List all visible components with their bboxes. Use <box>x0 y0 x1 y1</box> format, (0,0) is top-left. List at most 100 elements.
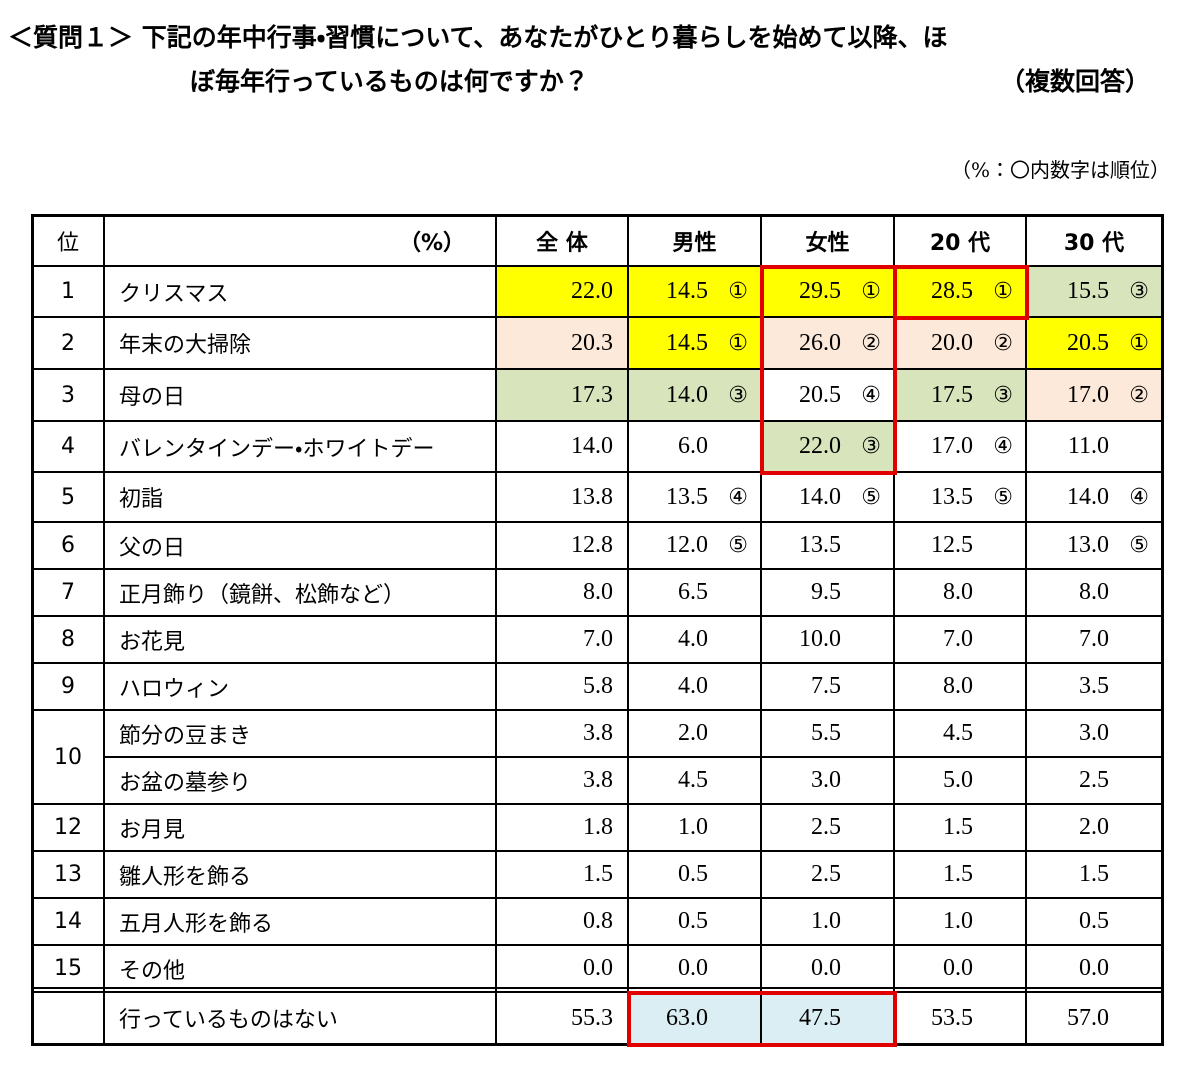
value-cell: 8.0 <box>895 664 1027 711</box>
value-cell: 8.0 <box>497 570 629 617</box>
value: 5.0 <box>943 767 973 793</box>
value-cell: 26.0 ② <box>762 318 895 370</box>
rank-cell: 8 <box>33 617 105 664</box>
highlight-box <box>893 265 1029 320</box>
value: 10.0 <box>799 626 841 652</box>
value-cell: 12.8 <box>497 523 629 570</box>
item: お花見 <box>119 629 186 655</box>
value: 14.0 <box>571 433 613 459</box>
rank-cell: 14 <box>33 899 105 946</box>
rank-cell: 3 <box>33 370 105 422</box>
value-cell: 7.0 <box>1027 617 1163 664</box>
value: 3.0 <box>1079 720 1109 746</box>
value-cell: 13.5 ④ <box>629 473 762 523</box>
value: 8.0 <box>943 673 973 699</box>
value: 29.5 <box>799 278 841 304</box>
header-text: 30 代 <box>1063 230 1125 256</box>
value: 3.8 <box>583 767 613 793</box>
value-cell: 13.5 ⑤ <box>895 473 1027 523</box>
value: 0.0 <box>678 955 708 981</box>
answer-type: （複数回答） <box>1000 67 1151 96</box>
value-cell: 3.0 <box>1027 711 1163 758</box>
value-cell: 14.5 ① <box>629 267 762 318</box>
rank: 6 <box>61 533 75 558</box>
value-cell: 6.0 <box>629 422 762 473</box>
value: 4.5 <box>678 767 708 793</box>
value-cell: 7.0 <box>895 617 1027 664</box>
rank: 7 <box>61 580 75 605</box>
item: 行っているものはない <box>119 1008 338 1033</box>
value-cell: 17.3 <box>497 370 629 422</box>
item-cell: 五月人形を飾る <box>105 899 497 946</box>
value-cell: 13.5 <box>762 523 895 570</box>
item: 節分の豆まき <box>119 723 252 749</box>
value: 0.0 <box>943 955 973 981</box>
value: 14.0 <box>799 483 841 510</box>
item: 雛人形を飾る <box>119 864 252 890</box>
value: 22.0 <box>799 433 841 459</box>
item: その他 <box>119 958 186 984</box>
value: 14.0 <box>1067 483 1109 510</box>
value: 2.0 <box>1079 814 1109 840</box>
value: 22.0 <box>571 278 613 304</box>
double-line <box>33 987 1163 989</box>
value: 1.5 <box>1079 861 1109 887</box>
rank-cell: 1 <box>33 267 105 318</box>
item: 初詣 <box>119 487 164 512</box>
rank-mark: ④ <box>728 484 748 510</box>
value: 12.5 <box>931 532 973 558</box>
value: 2.5 <box>1079 767 1109 793</box>
rank-cell <box>33 993 105 1045</box>
value: 8.0 <box>943 579 973 605</box>
value-cell: 4.5 <box>895 711 1027 758</box>
value: 1.0 <box>678 814 708 840</box>
item: 年末の大掃除 <box>119 333 252 358</box>
value: 5.5 <box>811 720 841 746</box>
value-cell: 4.5 <box>629 758 762 805</box>
value-cell: 9.5 <box>762 570 895 617</box>
value-cell: 3.5 <box>1027 664 1163 711</box>
item-cell: 雛人形を飾る <box>105 852 497 899</box>
value-cell: 17.0 ② <box>1027 370 1163 422</box>
value: 15.5 <box>1067 278 1109 304</box>
rank-mark: ② <box>861 330 881 356</box>
value: 17.0 <box>1067 381 1109 408</box>
value-cell: 2.0 <box>629 711 762 758</box>
value: 0.5 <box>678 861 708 887</box>
value: 1.0 <box>943 908 973 934</box>
value-cell: 0.5 <box>629 852 762 899</box>
rank-cell: 15 <box>33 946 105 993</box>
item: 父の日 <box>119 535 186 561</box>
value-cell: 15.5 ③ <box>1027 267 1163 318</box>
item: ハロウィン <box>119 676 230 702</box>
value: 17.3 <box>571 381 613 408</box>
value-cell: 17.5 ③ <box>895 370 1027 422</box>
value-cell: 55.3 <box>497 993 629 1045</box>
value-cell: 1.0 <box>629 805 762 852</box>
value: 2.5 <box>811 861 841 887</box>
note: （%：〇内数字は順位） <box>950 158 1170 182</box>
rank-mark: ① <box>993 279 1013 304</box>
value-cell: 1.8 <box>497 805 629 852</box>
rank-cell: 5 <box>33 473 105 523</box>
value-cell: 13.8 <box>497 473 629 523</box>
rank: 12 <box>54 815 82 840</box>
value-cell: 22.0 <box>497 267 629 318</box>
value: 20.0 <box>931 329 973 356</box>
value: 12.0 <box>666 532 708 558</box>
value-cell: 47.5 <box>762 993 895 1045</box>
value: 4.0 <box>678 673 708 699</box>
value: 13.5 <box>799 532 841 558</box>
value: 63.0 <box>666 1004 708 1031</box>
value: 26.0 <box>799 329 841 356</box>
rank-mark: ③ <box>861 434 881 459</box>
item-cell: バレンタインデー・ホワイトデー <box>105 422 497 473</box>
value: 1.8 <box>583 814 613 840</box>
value-cell: 4.0 <box>629 617 762 664</box>
header-cell: 位 <box>33 216 105 267</box>
value: 57.0 <box>1067 1004 1109 1031</box>
highlight-box <box>627 991 897 1047</box>
value: 1.5 <box>583 861 613 887</box>
rank-mark: ⑤ <box>1129 533 1149 558</box>
